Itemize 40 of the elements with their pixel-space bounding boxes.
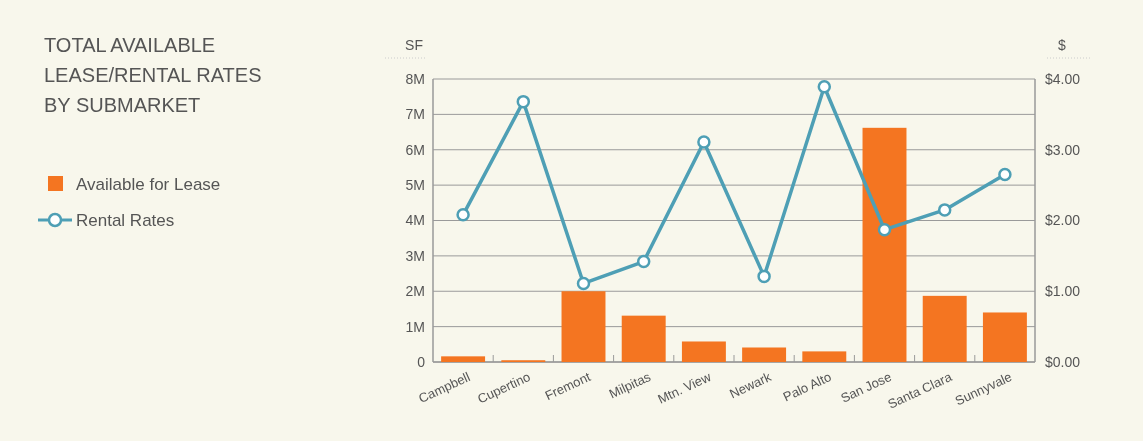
- x-tick-label: Palo Alto: [780, 369, 834, 405]
- y-tick-label: 3M: [405, 247, 425, 264]
- bar: [441, 356, 486, 362]
- x-tick-label: Mtn. View: [655, 368, 714, 407]
- y2-tick-label: $3.00: [1045, 141, 1081, 158]
- point: [576, 276, 591, 291]
- y2-tick-label: $1.00: [1045, 283, 1081, 300]
- y-tick-label: 1M: [405, 318, 425, 335]
- y-tick-label: 2M: [405, 283, 425, 300]
- point: [817, 80, 832, 94]
- y-tick-label: 6M: [405, 141, 425, 158]
- bar: [742, 347, 787, 362]
- y-tick-label: 7M: [405, 106, 425, 123]
- point: [516, 94, 531, 109]
- y-tick-label: 0: [417, 353, 426, 370]
- y-tick-label: 5M: [405, 177, 425, 194]
- bar: [862, 127, 907, 362]
- point: [697, 135, 711, 149]
- bar: [561, 291, 606, 362]
- point: [456, 208, 470, 222]
- point: [757, 269, 771, 284]
- text: TOTAL AVAILABLE LEASE/RENTAL RATES BY SUBMARKET: [44, 34, 262, 116]
- bar: [621, 315, 666, 362]
- y2-tick-label: $0.00: [1045, 353, 1081, 370]
- bar: [681, 341, 726, 362]
- y-tick-label: 4M: [405, 212, 425, 229]
- bar: [982, 312, 1027, 362]
- y2-axis-title: $: [1058, 37, 1067, 53]
- point: [636, 254, 651, 269]
- y2-tick-label: $4.00: [1045, 70, 1081, 87]
- y2-tick-label: $2.00: [1045, 212, 1081, 229]
- point: [937, 203, 952, 217]
- y-tick-label: 8M: [405, 70, 425, 87]
- point: [877, 222, 892, 237]
- legend-label: Rental Rates: [76, 211, 175, 230]
- bar: [922, 295, 967, 362]
- bar: [802, 351, 847, 362]
- point: [998, 167, 1012, 182]
- y-axis-title: SF: [405, 37, 423, 53]
- legend-label: Available for Lease: [76, 175, 221, 194]
